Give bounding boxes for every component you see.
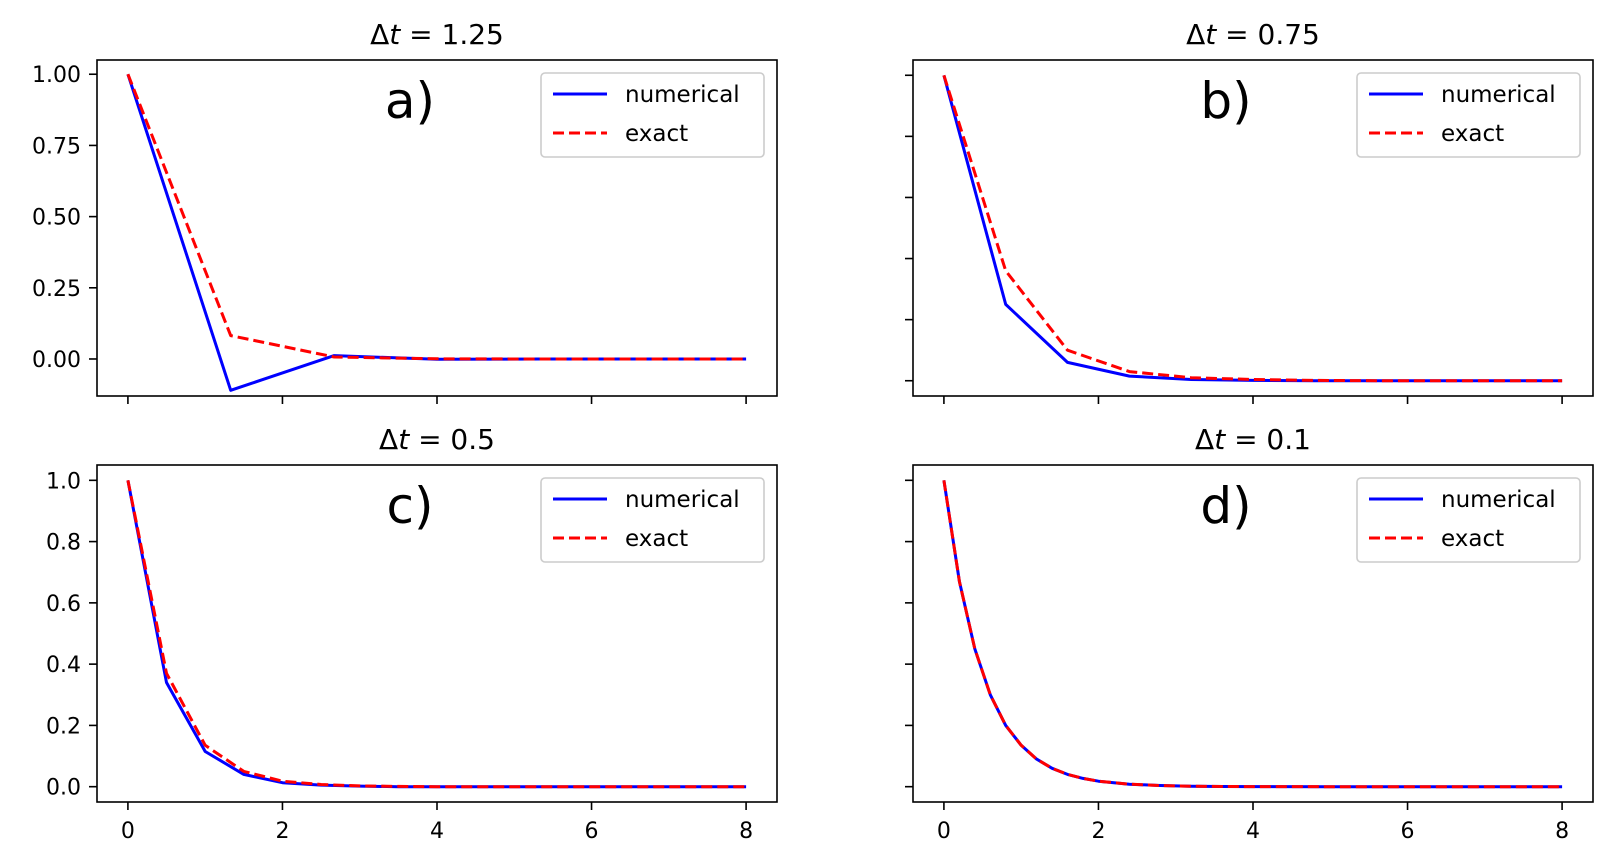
y-tick-label: 0.0 [46,776,81,801]
y-tick-label: 0.50 [32,206,81,231]
series-line-exact [126,480,747,789]
legend-label-numerical: numerical [1441,487,1556,513]
x-tick-label: 0 [937,819,951,844]
x-tick-label: 0 [121,819,135,844]
title-variable: t [398,423,410,456]
series-line-numerical [942,74,1563,383]
x-tick-label: 6 [585,819,599,844]
legend-label-exact: exact [625,121,688,147]
subplot-title: Δt = 1.25 [370,18,504,51]
panel-label: a) [385,72,435,130]
series-line-exact [942,480,1563,789]
y-tick-label: 0.75 [32,134,81,159]
legend-label-exact: exact [1441,121,1504,147]
subplot-a: 0.00 0.25 0.50 0.75 1.00 Δt = 1.25 a) numerical… [32,18,778,404]
panel-label: b) [1200,72,1251,130]
title-value: = 0.75 [1216,18,1320,51]
subplot-b: Δt = 0.75 b) numerical exact [905,18,1594,404]
subplot-d: 0 2 4 6 8 Δt = 0.1 d) numerical exact [905,423,1594,844]
subplot-title: Δt = 0.5 [379,423,495,456]
title-value: = 0.1 [1225,423,1311,456]
legend-label-exact: exact [625,526,688,552]
x-tick-label: 2 [1091,819,1105,844]
legend: numerical exact [540,72,765,158]
title-delta: Δ [1195,423,1214,456]
y-tick-label: 1.00 [32,63,81,88]
title-variable: t [389,18,401,51]
subplot-title: Δt = 0.75 [1186,18,1320,51]
x-tick-label: 6 [1401,819,1415,844]
legend: numerical exact [1356,72,1581,158]
title-delta: Δ [379,423,398,456]
y-tick-label: 0.25 [32,277,81,302]
series-line-exact [942,74,1563,383]
title-delta: Δ [1186,18,1205,51]
x-tick-label: 4 [430,819,444,844]
y-tick-label: 0.6 [46,592,81,617]
legend-label-numerical: numerical [625,487,740,513]
series-line-exact [126,73,747,361]
y-tick-label: 0.4 [46,653,81,678]
title-value: = 1.25 [400,18,504,51]
panel-label: d) [1200,477,1251,535]
y-tick-label: 0.00 [32,348,81,373]
y-tick-label: 1.0 [46,469,81,494]
legend-label-exact: exact [1441,526,1504,552]
legend-label-numerical: numerical [1441,82,1556,108]
x-tick-label: 4 [1246,819,1260,844]
title-value: = 0.5 [409,423,495,456]
legend: numerical exact [540,477,765,563]
subplot-title: Δt = 0.1 [1195,423,1311,456]
x-tick-label: 2 [275,819,289,844]
title-delta: Δ [370,18,389,51]
y-tick-label: 0.2 [46,714,81,739]
panel-label: c) [387,477,434,535]
legend-label-numerical: numerical [625,82,740,108]
title-variable: t [1205,18,1217,51]
subplot-c: 0 2 4 6 8 0.0 0.2 0.4 0.6 0.8 1.0 Δt = 0.5 c) numeric… [46,423,778,844]
y-tick-label: 0.8 [46,531,81,556]
legend: numerical exact [1356,477,1581,563]
x-tick-label: 8 [1555,819,1569,844]
title-variable: t [1214,423,1226,456]
x-tick-label: 8 [739,819,753,844]
